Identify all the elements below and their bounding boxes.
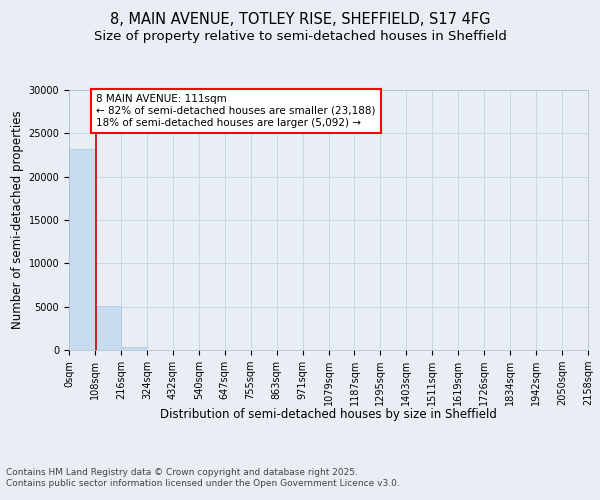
Text: Contains HM Land Registry data © Crown copyright and database right 2025.
Contai: Contains HM Land Registry data © Crown c… (6, 468, 400, 487)
X-axis label: Distribution of semi-detached houses by size in Sheffield: Distribution of semi-detached houses by … (160, 408, 497, 421)
Text: 8 MAIN AVENUE: 111sqm
← 82% of semi-detached houses are smaller (23,188)
18% of : 8 MAIN AVENUE: 111sqm ← 82% of semi-deta… (96, 94, 376, 128)
Bar (121, 348, 147, 350)
Text: Size of property relative to semi-detached houses in Sheffield: Size of property relative to semi-detach… (94, 30, 506, 43)
Text: 8, MAIN AVENUE, TOTLEY RISE, SHEFFIELD, S17 4FG: 8, MAIN AVENUE, TOTLEY RISE, SHEFFIELD, … (110, 12, 490, 28)
Y-axis label: Number of semi-detached properties: Number of semi-detached properties (11, 110, 24, 330)
Bar (69, 149, 95, 350)
Bar (95, 306, 121, 350)
